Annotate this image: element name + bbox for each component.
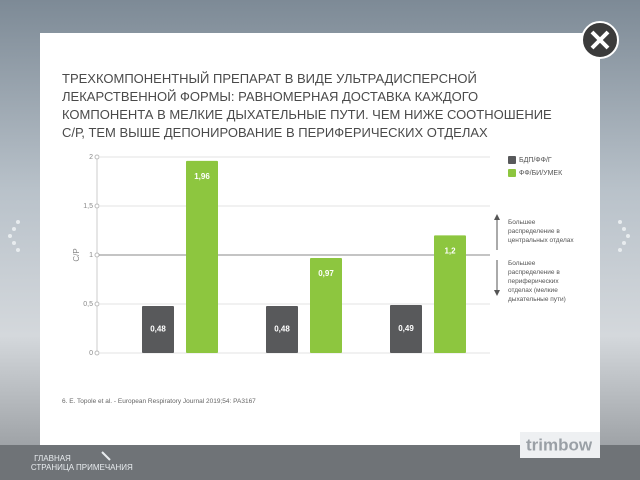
nav-notes[interactable]: ПРИМЕЧАНИЯ (76, 463, 133, 472)
bar (434, 235, 466, 353)
next-arrow[interactable] (618, 220, 630, 252)
legend-swatch (508, 156, 516, 164)
y-tick-label: 1 (89, 252, 93, 259)
annotation: Большее распределение в центральных отде… (508, 219, 574, 244)
footnote: 6. E. Topole et al. - European Respirato… (62, 398, 256, 405)
close-icon (590, 30, 610, 50)
notes-icon[interactable] (101, 451, 111, 461)
value-label: 1,2 (444, 247, 456, 256)
arrowhead (494, 214, 500, 220)
tick-mark (94, 301, 100, 307)
tick-mark (94, 350, 100, 356)
logo: trimbow (526, 435, 593, 454)
modal (40, 33, 600, 445)
value-label: 1,96 (194, 172, 210, 181)
y-tick-label: 0 (89, 350, 93, 357)
tick-mark (94, 154, 100, 160)
value-label: 0,48 (274, 325, 290, 334)
y-tick-label: 0,5 (83, 301, 93, 308)
value-label: 0,97 (318, 269, 334, 278)
legend-label: ФФ/БИ/УМЕК (519, 170, 563, 177)
bar (390, 304, 422, 353)
bar (310, 257, 342, 353)
value-label: 0,48 (150, 325, 166, 334)
logo-box (520, 432, 600, 458)
value-label: 0,49 (398, 324, 414, 333)
y-tick-label: 1,5 (83, 203, 93, 210)
y-tick-label: 2 (89, 154, 93, 161)
tick-mark (94, 203, 100, 209)
legend-swatch (508, 169, 516, 177)
tick-mark (94, 252, 100, 258)
arrowhead (494, 290, 500, 296)
chart-title: ТРЕХКОМПОНЕНТНЫЙ ПРЕПАРАТ В ВИДЕ УЛЬТРАД… (62, 71, 552, 140)
bar (266, 305, 298, 353)
annotation: Большее распределение в периферических о… (508, 260, 566, 303)
bar (142, 305, 174, 353)
bar (186, 160, 218, 353)
legend-label: БДП/ФФ/Г (519, 157, 552, 164)
nav-home[interactable]: ГЛАВНАЯ СТРАНИЦА (30, 454, 75, 472)
prev-arrow[interactable] (8, 220, 20, 252)
y-axis-label: C/P (72, 248, 81, 261)
